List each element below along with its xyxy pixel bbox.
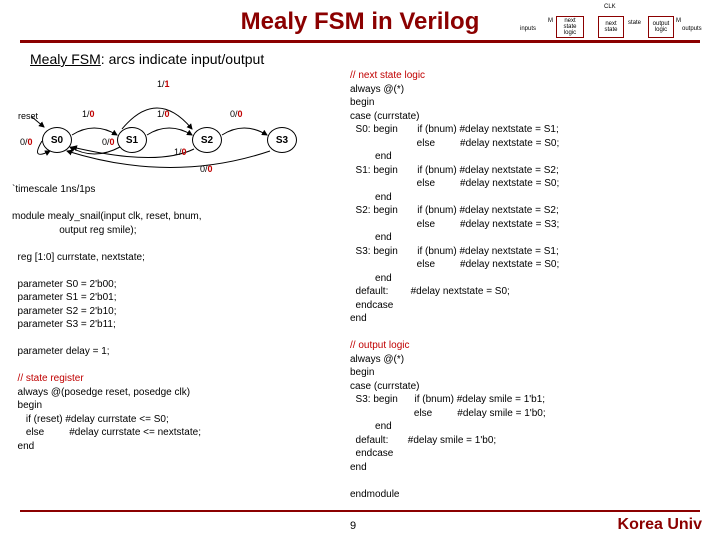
arc-label-1: 1/0	[82, 109, 95, 119]
arc-label-6: 1/0	[174, 147, 187, 157]
out-head: always @(*) begin case (currstate)	[350, 353, 708, 394]
ns-s0: S0: begin if (bnum) #delay nextstate = S…	[350, 123, 708, 164]
code-sr-body: always @(posedge reset, posedge clk) beg…	[12, 386, 342, 454]
code-delay: parameter delay = 1;	[12, 345, 342, 359]
code-reg: reg [1:0] currstate, nextstate;	[12, 251, 342, 265]
fsm-arcs	[12, 69, 342, 179]
arc-label-7: 0/0	[200, 164, 213, 174]
state-s3: S3	[267, 127, 297, 153]
footer-line	[20, 510, 700, 512]
mini-block-diagram: inputs M next state logic CLK next state…	[520, 4, 710, 46]
code-left: `timescale 1ns/1ps module mealy_snail(in…	[12, 183, 342, 453]
left-column: reset S0S1S2S3 1/11/01/00/00/00/01/00/0 …	[12, 69, 342, 501]
fsm-diagram: reset S0 S1 S2 S3 1/1 1/0 1/0 0/0 0/0 0/0 1/0 0/0	[12, 69, 342, 179]
arc-label-3: 0/0	[230, 109, 243, 119]
ns-head: always @(*) begin case (currstate)	[350, 83, 708, 124]
mini-box3: output logic	[648, 16, 674, 38]
reset-label: reset	[18, 111, 38, 121]
code-params: parameter S0 = 2'b00; parameter S1 = 2'b…	[12, 278, 342, 332]
mini-m1: M	[548, 18, 553, 24]
out-comment: // output logic	[350, 339, 708, 353]
content-area: reset S0S1S2S3 1/11/01/00/00/00/01/00/0 …	[0, 69, 720, 501]
mini-inputs: inputs	[520, 26, 536, 32]
subtitle-underline: Mealy FSM	[30, 51, 101, 67]
mini-box2: next state	[598, 16, 624, 38]
mini-state: state	[628, 20, 641, 26]
endmodule: endmodule	[350, 488, 708, 502]
state-s0: S0	[42, 127, 72, 153]
arc-label-2: 1/0	[157, 109, 170, 119]
mini-outputs: outputs	[682, 26, 702, 32]
mini-box1: next state logic	[556, 16, 584, 38]
arc-label-4: 0/0	[20, 137, 33, 147]
page-number: 9	[350, 520, 356, 532]
mini-m2: M	[676, 18, 681, 24]
state-s2: S2	[192, 127, 222, 153]
ns-def: default: #delay nextstate = S0; endcase …	[350, 285, 708, 326]
code-timescale: `timescale 1ns/1ps	[12, 183, 342, 197]
ns-s2: S2: begin if (bnum) #delay nextstate = S…	[350, 204, 708, 245]
arc-label-0: 1/1	[157, 79, 170, 89]
code-module: module mealy_snail(input clk, reset, bnu…	[12, 210, 342, 237]
out-s3: S3: begin if (bnum) #delay smile = 1'b1;…	[350, 393, 708, 434]
subtitle: Mealy FSM: arcs indicate input/output	[30, 51, 720, 67]
ns-s1: S1: begin if (bnum) #delay nextstate = S…	[350, 164, 708, 205]
arc-label-5: 0/0	[102, 137, 115, 147]
code-sr-comment: // state register	[12, 372, 342, 386]
code-right: // next state logic always @(*) begin ca…	[350, 69, 708, 501]
out-def: default: #delay smile = 1'b0; endcase en…	[350, 434, 708, 475]
ns-comment: // next state logic	[350, 69, 708, 83]
state-s1: S1	[117, 127, 147, 153]
subtitle-rest: : arcs indicate input/output	[101, 51, 264, 67]
footer-text: Korea Univ	[618, 516, 702, 534]
mini-clk: CLK	[604, 4, 616, 10]
ns-s3: S3: begin if (bnum) #delay nextstate = S…	[350, 245, 708, 286]
